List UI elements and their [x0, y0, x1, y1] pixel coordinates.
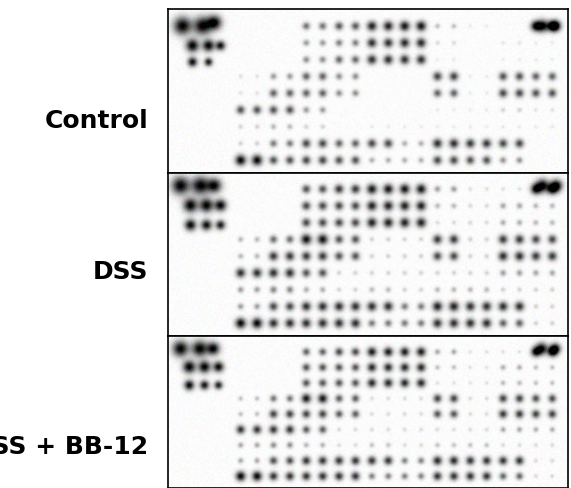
- Text: DSS + BB-12: DSS + BB-12: [0, 434, 148, 458]
- Text: DSS: DSS: [93, 259, 148, 284]
- Text: Control: Control: [45, 109, 148, 133]
